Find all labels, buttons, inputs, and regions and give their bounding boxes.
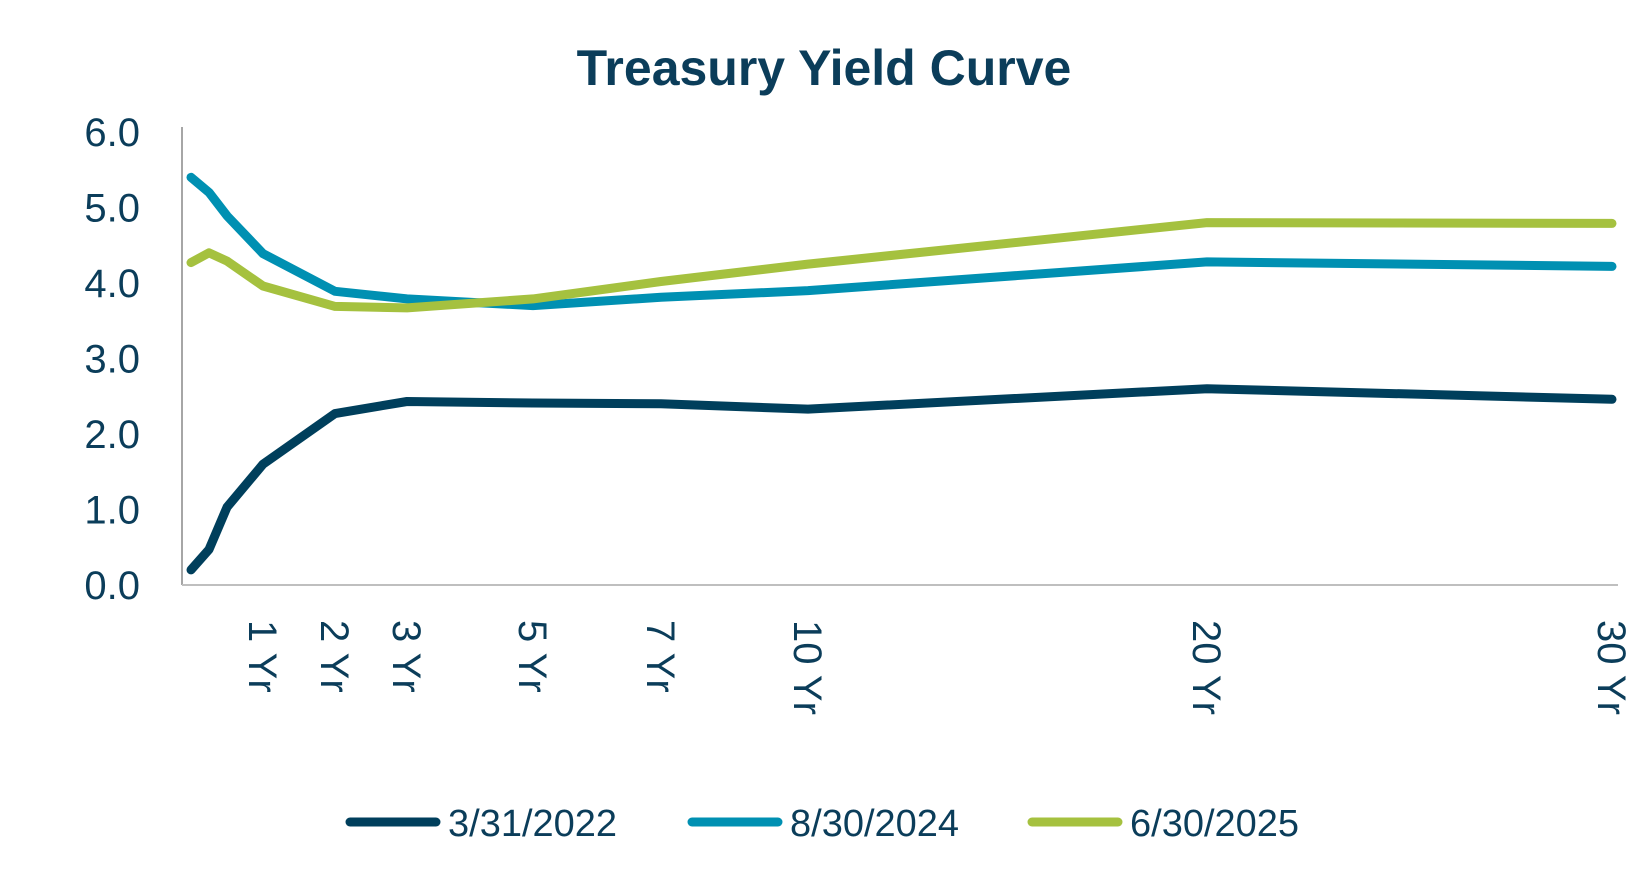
x-tick-label: 5 Yr (510, 620, 554, 693)
x-tick-label: 30 Yr (1589, 620, 1633, 715)
legend-item: 6/30/2025 (1027, 803, 1299, 845)
y-tick-label: 5.0 (84, 187, 140, 231)
legend: 3/31/2022 8/30/2024 6/30/2025 (345, 803, 1299, 845)
y-tick-label: 6.0 (84, 111, 140, 155)
x-tick-label: 10 Yr (785, 620, 829, 715)
series-line-2 (186, 172, 1617, 311)
legend-label: 6/30/2025 (1130, 803, 1299, 845)
x-tick-label: 2 Yr (312, 620, 356, 693)
y-tick-label: 4.0 (84, 262, 140, 306)
chart-title: Treasury Yield Curve (577, 40, 1072, 96)
x-tick-label: 3 Yr (384, 620, 428, 693)
y-tick-label: 1.0 (84, 489, 140, 533)
series-line-1 (186, 384, 1617, 575)
series-lines (186, 172, 1617, 575)
y-tick-label: 2.0 (84, 413, 140, 457)
legend-label: 3/31/2022 (448, 803, 617, 845)
legend-item: 3/31/2022 (345, 803, 617, 845)
legend-label: 8/30/2024 (790, 803, 959, 845)
y-tick-label: 0.0 (84, 564, 140, 608)
y-axis: 0.0 1.0 2.0 3.0 4.0 5.0 6.0 (84, 111, 183, 608)
legend-item: 8/30/2024 (687, 803, 959, 845)
x-axis: 1 Yr 2 Yr 3 Yr 5 Yr 7 Yr 10 Yr 20 Yr 30 Yr (182, 584, 1633, 715)
x-tick-label: 1 Yr (240, 620, 284, 693)
x-tick-label: 7 Yr (638, 620, 682, 693)
y-tick-label: 3.0 (84, 338, 140, 382)
x-tick-label: 20 Yr (1184, 620, 1228, 715)
